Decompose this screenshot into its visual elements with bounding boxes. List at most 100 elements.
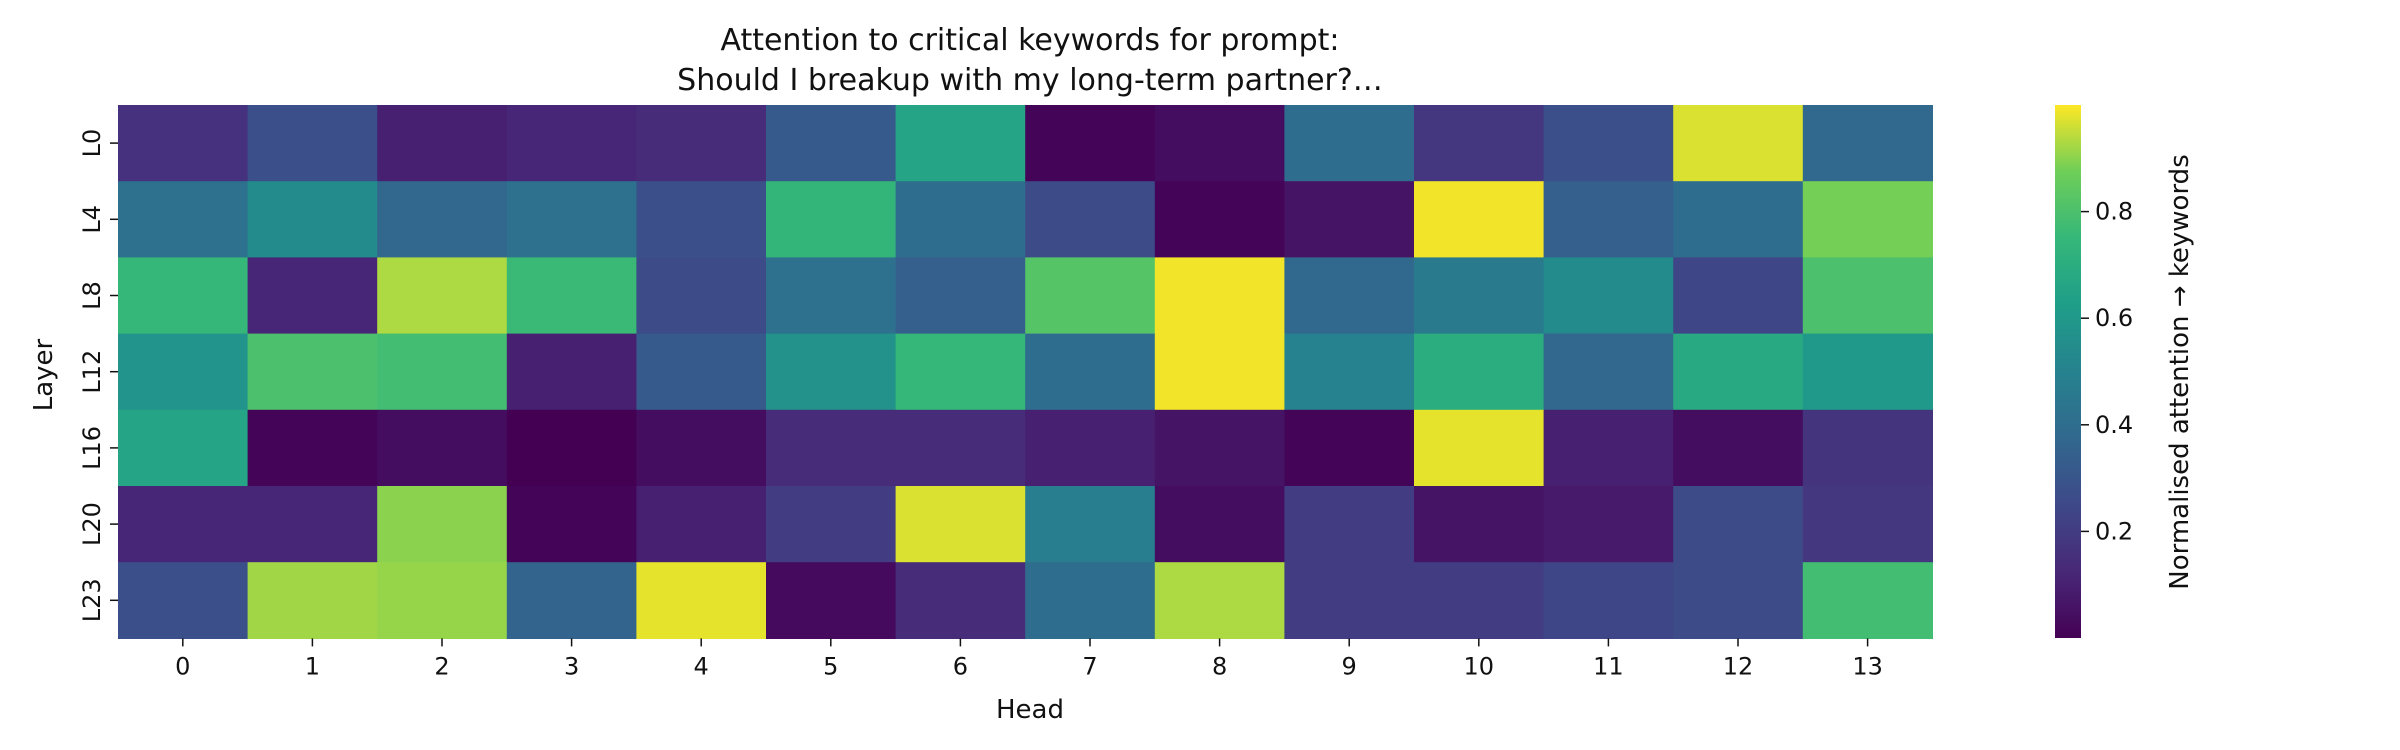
y-tick-label: L16 [78,426,106,470]
heatmap-cell [247,562,378,639]
heatmap-cell [247,486,378,563]
y-axis-ticks: L0 L4 L8 L12 L16 L20 L23 [78,129,118,622]
heatmap-cell [1543,181,1674,258]
colorbar-ticks: 0.2 0.4 0.6 0.8 [2081,198,2133,545]
heatmap-cell [766,333,897,411]
heatmap-cell [506,181,637,258]
heatmap-cell [1025,257,1156,335]
heatmap-cell [766,409,897,487]
heatmap-cell [1025,562,1156,639]
heatmap-cell [895,181,1026,258]
heatmap-cell [118,486,249,563]
heatmap-cell [636,562,767,639]
heatmap-cell [1025,409,1156,487]
heatmap-cell [247,333,378,411]
heatmap-cell [506,105,637,182]
heatmap-cell [1025,105,1156,182]
heatmap-cell [1543,333,1674,411]
x-tick-label: 13 [1852,652,1883,680]
x-tick-label: 6 [953,652,968,680]
heatmap-cell [1154,409,1285,487]
heatmap-cell [636,333,767,411]
heatmap-cell [506,409,637,487]
heatmap-cell [766,105,897,182]
heatmap-cell [1673,409,1804,487]
heatmap-cell [1802,105,1933,182]
heatmap-cell [118,257,249,335]
heatmap-cell [377,105,508,182]
heatmap-cell [766,562,897,639]
heatmap-cell [377,181,508,258]
x-tick-label: 12 [1723,652,1754,680]
heatmap-cell [895,562,1026,639]
heatmap-cell [895,486,1026,563]
heatmap-cell [1414,333,1545,411]
heatmap-cell [636,257,767,335]
heatmap-cell [1414,105,1545,182]
heatmap-cell [1284,486,1415,563]
heatmap-cell [1284,257,1415,335]
x-tick-label: 11 [1593,652,1624,680]
colorbar-label: Normalised attention → keywords [2165,154,2195,590]
y-tick-label: L23 [78,578,106,622]
heatmap-cell [506,333,637,411]
heatmap-cell [1673,105,1804,182]
heatmap-cell [118,562,249,639]
x-tick-label: 0 [175,652,190,680]
heatmap-cell [895,409,1026,487]
heatmap-cell [1284,181,1415,258]
heatmap-cell [1673,181,1804,258]
y-tick-label: L4 [78,205,106,234]
heatmap-cell [1802,562,1933,639]
y-tick-label: L0 [78,129,106,158]
heatmap-cell [118,409,249,487]
heatmap-cell [377,333,508,411]
heatmap-cell [1543,105,1674,182]
heatmap-cell [766,181,897,258]
heatmap-cell [1543,257,1674,335]
chart-title-line-1: Attention to critical keywords for promp… [720,23,1339,58]
heatmap-cell [1543,409,1674,487]
heatmap-cell [1284,562,1415,639]
heatmap-cell [636,486,767,563]
heatmap-cell [247,181,378,258]
heatmap-cell [377,257,508,335]
heatmap-cell [1414,562,1545,639]
x-tick-label: 1 [305,652,320,680]
heatmap-cell [1543,486,1674,563]
x-tick-label: 8 [1212,652,1227,680]
heatmap-cell [1802,257,1933,335]
x-tick-label: 10 [1464,652,1495,680]
heatmap-cell [636,181,767,258]
heatmap-cells [118,105,1933,639]
heatmap-cell [1154,181,1285,258]
heatmap-cell [1414,181,1545,258]
x-tick-label: 7 [1082,652,1097,680]
heatmap-cell [1025,333,1156,411]
heatmap-cell [377,562,508,639]
heatmap-cell [118,105,249,182]
heatmap-cell [1414,486,1545,563]
heatmap-cell [1154,105,1285,182]
colorbar-tick-label: 0.4 [2095,411,2133,439]
heatmap-cell [766,257,897,335]
heatmap-cell [247,105,378,182]
heatmap-cell [766,486,897,563]
heatmap-cell [1673,333,1804,411]
heatmap-cell [1154,257,1285,335]
heatmap-cell [636,105,767,182]
x-tick-label: 3 [564,652,579,680]
heatmap-cell [506,486,637,563]
heatmap-cell [1673,486,1804,563]
x-tick-label: 5 [823,652,838,680]
heatmap-cell [1025,181,1156,258]
x-tick-label: 2 [434,652,449,680]
heatmap-cell [1673,562,1804,639]
heatmap-cell [118,333,249,411]
x-tick-label: 9 [1342,652,1357,680]
x-axis-ticks: 0 1 2 3 4 5 6 7 8 9 10 11 12 13 [175,638,1883,680]
heatmap-cell [247,409,378,487]
heatmap-cell [1284,409,1415,487]
x-axis-label: Head [996,695,1064,725]
